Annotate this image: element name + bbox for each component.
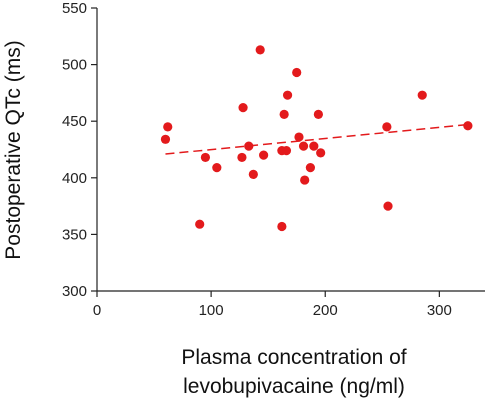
trendline-group (165, 123, 468, 155)
x-axis-title-line-2: levobupivacaine (ng/ml) (183, 375, 405, 398)
data-point (244, 141, 254, 151)
data-point (259, 150, 269, 160)
data-point (195, 219, 205, 229)
data-point (294, 132, 304, 142)
data-point (238, 103, 248, 113)
data-point (237, 152, 247, 163)
y-tick-label: 500 (62, 57, 87, 74)
data-point (382, 122, 392, 132)
y-tick-label: 400 (62, 170, 87, 187)
data-point (298, 141, 309, 151)
data-points (160, 45, 473, 232)
data-point (163, 122, 173, 132)
data-point (313, 109, 323, 120)
axes (96, 8, 485, 292)
x-axis-title-line-1: Plasma concentration of (181, 346, 406, 369)
trendline (165, 123, 468, 155)
data-point (277, 221, 287, 232)
data-point (281, 146, 292, 156)
y-tick-label: 550 (62, 0, 87, 17)
y-axis-title: Postoperative QTc (ms) (2, 40, 25, 259)
x-axis-ticks: 0 100 200 300 (93, 291, 452, 319)
x-tick-label: 0 (93, 302, 101, 319)
data-point (248, 169, 258, 180)
data-point (292, 67, 302, 78)
data-point (383, 201, 393, 211)
data-point (300, 175, 310, 185)
data-point (212, 163, 222, 173)
x-tick-label: 200 (313, 302, 338, 319)
data-point (417, 90, 427, 100)
x-tick-label: 300 (427, 302, 452, 319)
data-point (279, 109, 289, 120)
y-tick-label: 450 (62, 113, 87, 130)
data-point (200, 152, 211, 163)
data-point (463, 121, 473, 131)
y-tick-label: 300 (62, 283, 87, 300)
y-axis-ticks: 300 350 400 450 500 550 (62, 0, 97, 300)
y-tick-label: 350 (62, 226, 87, 243)
data-point (316, 148, 326, 158)
data-point (282, 90, 293, 100)
data-point (255, 45, 265, 55)
data-point (305, 163, 315, 173)
data-point (160, 134, 171, 144)
x-tick-label: 100 (199, 302, 224, 319)
data-point (309, 141, 319, 151)
